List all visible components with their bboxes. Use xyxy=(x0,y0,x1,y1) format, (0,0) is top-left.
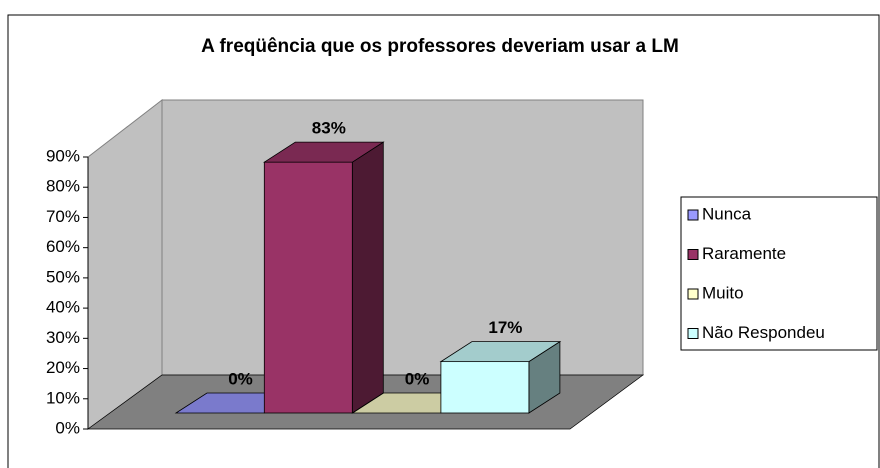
legend-swatch xyxy=(687,288,699,300)
bar-top xyxy=(262,141,385,163)
bar xyxy=(440,361,530,414)
value-label: 83% xyxy=(312,119,346,138)
chart-title: A freqüência que os professores deveriam… xyxy=(201,36,679,57)
bar-side xyxy=(351,141,384,414)
y-tick-label: 40% xyxy=(46,298,80,317)
bar xyxy=(263,161,353,414)
value-label: 17% xyxy=(488,318,522,337)
side-wall xyxy=(87,98,163,430)
value-label: 0% xyxy=(228,369,253,388)
y-tick-label: 70% xyxy=(46,207,80,226)
y-tick-label: 80% xyxy=(46,177,80,196)
legend-label: Muito xyxy=(702,283,744,302)
y-tick-label: 30% xyxy=(46,328,80,347)
value-label: 0% xyxy=(405,369,430,388)
legend-label: Nunca xyxy=(702,204,752,223)
legend xyxy=(680,196,878,351)
legend-label: Raramente xyxy=(702,244,786,263)
y-tick-label: 20% xyxy=(46,358,80,377)
legend-swatch xyxy=(687,209,699,221)
y-tick-label: 10% xyxy=(46,388,80,407)
y-tick-label: 0% xyxy=(55,418,80,437)
y-tick-label: 50% xyxy=(46,267,80,286)
legend-label: Não Respondeu xyxy=(702,323,825,342)
legend-swatch xyxy=(687,249,699,260)
legend-swatch xyxy=(687,328,699,339)
back-wall xyxy=(161,99,644,376)
y-tick-label: 60% xyxy=(46,237,80,256)
bar-top xyxy=(439,341,562,363)
y-tick-label: 90% xyxy=(46,146,80,165)
